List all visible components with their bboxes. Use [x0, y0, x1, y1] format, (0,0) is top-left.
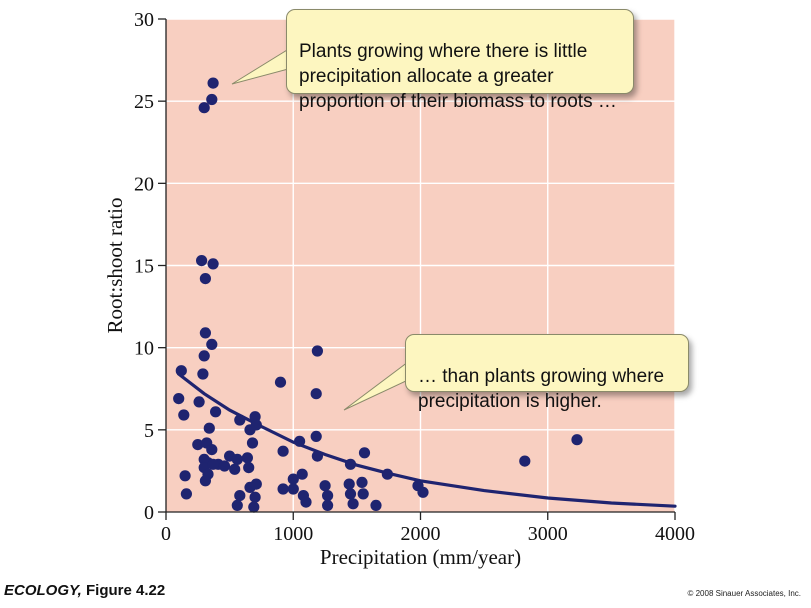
data-point: [179, 470, 191, 482]
caption-book-title: ECOLOGY,: [4, 582, 82, 599]
point-layer: [173, 77, 583, 513]
y-tick-label: 10: [134, 338, 154, 360]
data-point: [356, 476, 368, 488]
curve-layer: [177, 372, 677, 508]
data-point: [319, 480, 331, 492]
y-axis-title: Root:shoot ratio: [103, 198, 127, 334]
data-point: [199, 273, 211, 285]
data-point: [231, 499, 243, 511]
data-point: [381, 468, 393, 480]
data-point: [358, 447, 371, 459]
data-point: [310, 430, 322, 442]
annotation-text-top: Plants growing where there is little pre…: [299, 41, 617, 112]
y-tick-label: 30: [134, 9, 154, 31]
data-point: [234, 414, 246, 426]
data-point: [210, 406, 222, 418]
data-point: [311, 450, 323, 462]
data-point: [370, 499, 382, 511]
data-point: [206, 93, 218, 106]
label-layer: 0 5 10 15 20 25 30 0 1000 2000 3000 4000 Precipitati…: [103, 9, 695, 569]
data-point: [198, 350, 210, 362]
data-point: [311, 345, 323, 357]
data-point: [417, 486, 429, 498]
data-point: [300, 496, 312, 508]
data-point: [343, 478, 355, 490]
x-tick-label: 0: [161, 523, 171, 545]
y-tick-label: 5: [144, 420, 154, 442]
data-point: [248, 501, 260, 513]
data-point: [246, 437, 259, 449]
trend-curve: [177, 372, 677, 508]
data-point: [207, 77, 219, 89]
data-point: [193, 396, 205, 408]
data-point: [287, 483, 299, 495]
data-point: [277, 483, 289, 495]
data-point: [231, 453, 243, 465]
data-point: [250, 478, 262, 490]
data-point: [199, 327, 211, 339]
y-tick-label: 15: [134, 256, 154, 278]
data-point: [203, 422, 215, 434]
data-point: [357, 488, 369, 500]
y-tick-label: 0: [144, 502, 154, 524]
caption-figure-number: Figure 4.22: [85, 582, 166, 599]
data-point: [519, 455, 531, 467]
data-point: [249, 491, 261, 503]
x-tick-label: 4000: [655, 523, 695, 545]
data-point: [296, 468, 308, 480]
x-axis-title: Precipitation (mm/year): [320, 545, 521, 569]
data-point: [192, 439, 204, 451]
data-point: [197, 368, 209, 380]
data-point: [571, 434, 583, 446]
data-point: [347, 498, 359, 510]
data-point: [274, 376, 287, 388]
data-point: [175, 365, 187, 377]
x-tick-label: 2000: [401, 523, 441, 545]
axis-layer: [158, 18, 676, 520]
x-tick-label: 1000: [273, 523, 313, 545]
data-point: [173, 393, 185, 405]
data-point: [294, 435, 306, 447]
data-point: [241, 452, 253, 464]
y-tick-label: 20: [134, 173, 154, 195]
data-point: [178, 409, 190, 421]
copyright-notice: © 2008 Sinauer Associates, Inc.: [687, 589, 801, 598]
data-point: [322, 499, 334, 511]
data-point: [243, 462, 255, 474]
data-point: [199, 475, 211, 487]
data-point: [196, 255, 208, 267]
data-point: [344, 458, 357, 470]
figure-caption: ECOLOGY, Figure 4.22: [4, 582, 165, 599]
data-point: [277, 445, 289, 457]
data-point: [322, 490, 334, 502]
data-point: [344, 488, 357, 500]
data-point: [310, 388, 322, 400]
data-point: [244, 424, 256, 436]
y-tick-label: 25: [134, 91, 154, 113]
x-tick-label: 3000: [528, 523, 568, 545]
data-point: [287, 473, 299, 485]
data-point: [180, 488, 192, 500]
annotation-callout-bottom: … than plants growing where precipitatio…: [405, 334, 689, 412]
annotation-callout-top: Plants growing where there is little pre…: [286, 9, 634, 112]
data-point: [229, 463, 241, 475]
data-point: [218, 460, 231, 472]
data-point: [198, 102, 210, 114]
data-point: [207, 458, 219, 470]
data-point: [234, 490, 246, 502]
data-point: [206, 338, 218, 350]
annotation-text-bottom: … than plants growing where precipitatio…: [418, 366, 665, 412]
data-point: [249, 411, 261, 423]
data-point: [207, 258, 219, 270]
data-point: [206, 444, 218, 456]
